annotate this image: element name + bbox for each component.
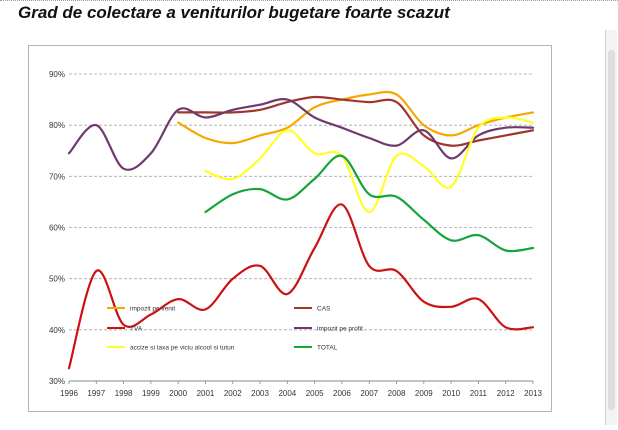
series-line-tva (67, 203, 535, 370)
series-line-total (204, 154, 535, 253)
gridlines (69, 73, 533, 331)
chart-frame: 30% 40% 50% 60% 70% 80% 90% 1996 1997 1998 1999 20… (28, 45, 552, 412)
series-line-cas (177, 95, 535, 147)
x-tick-label: 2007 (360, 389, 378, 398)
x-tick-label: 2010 (442, 389, 460, 398)
x-tick-label: 2003 (251, 389, 269, 398)
y-tick-label: 70% (49, 172, 65, 181)
x-tick-labels: 1996 1997 1998 1999 2000 2001 2002 2003 2004 2005… (60, 389, 542, 398)
legend-label: impozit pe profit (317, 326, 363, 333)
x-tick-label: 2004 (278, 389, 296, 398)
scrollbar-thumb[interactable] (608, 50, 615, 410)
series-line-accize-si-taxa-pe-viciu-alcool-si-tutun (204, 116, 535, 214)
line-chart: 30% 40% 50% 60% 70% 80% 90% 1996 1997 1998 1999 20… (49, 70, 542, 398)
legend-label: TOTAL (317, 345, 338, 352)
series-lines (67, 90, 535, 370)
series-line-impozit-pe-venit (177, 90, 535, 145)
x-tick-label: 2005 (306, 389, 324, 398)
y-tick-label: 50% (49, 275, 65, 284)
y-tick-label: 90% (49, 70, 65, 79)
y-tick-labels: 30% 40% 50% 60% 70% 80% 90% (49, 70, 65, 386)
x-tick-label: 1997 (87, 389, 105, 398)
x-tick-label: 2008 (388, 389, 406, 398)
x-tick-label: 2006 (333, 389, 351, 398)
x-tick-label: 2002 (224, 389, 242, 398)
top-dotted-rule (0, 0, 618, 3)
x-tick-label: 2011 (470, 389, 488, 398)
page-title: Grad de colectare a veniturilor bugetare… (18, 3, 450, 22)
y-tick-label: 40% (49, 326, 65, 335)
legend-label: impozit pe venit (130, 306, 175, 313)
x-tick-label: 2012 (497, 389, 515, 398)
x-tick-label: 2009 (415, 389, 433, 398)
x-tick-label: 2000 (169, 389, 187, 398)
legend-label: TVA (130, 326, 143, 333)
legend-label: CAS (317, 306, 331, 313)
y-tick-label: 60% (49, 224, 65, 233)
y-tick-label: 80% (49, 121, 65, 130)
x-tick-label: 2013 (524, 389, 542, 398)
x-tick-label: 1996 (60, 389, 78, 398)
x-tick-label: 1998 (115, 389, 133, 398)
series-line-impozit-pe-profit (67, 98, 535, 171)
y-tick-label: 30% (49, 377, 65, 386)
legend: impozit pe venit CAS TVA impozit pe profit a… (107, 306, 363, 352)
vertical-scrollbar[interactable] (605, 30, 617, 425)
x-tick-label: 1999 (142, 389, 160, 398)
x-tick-label: 2001 (197, 389, 215, 398)
legend-label: accize si taxa pe viciu alcool si tutun (130, 345, 235, 352)
axes (68, 380, 534, 384)
